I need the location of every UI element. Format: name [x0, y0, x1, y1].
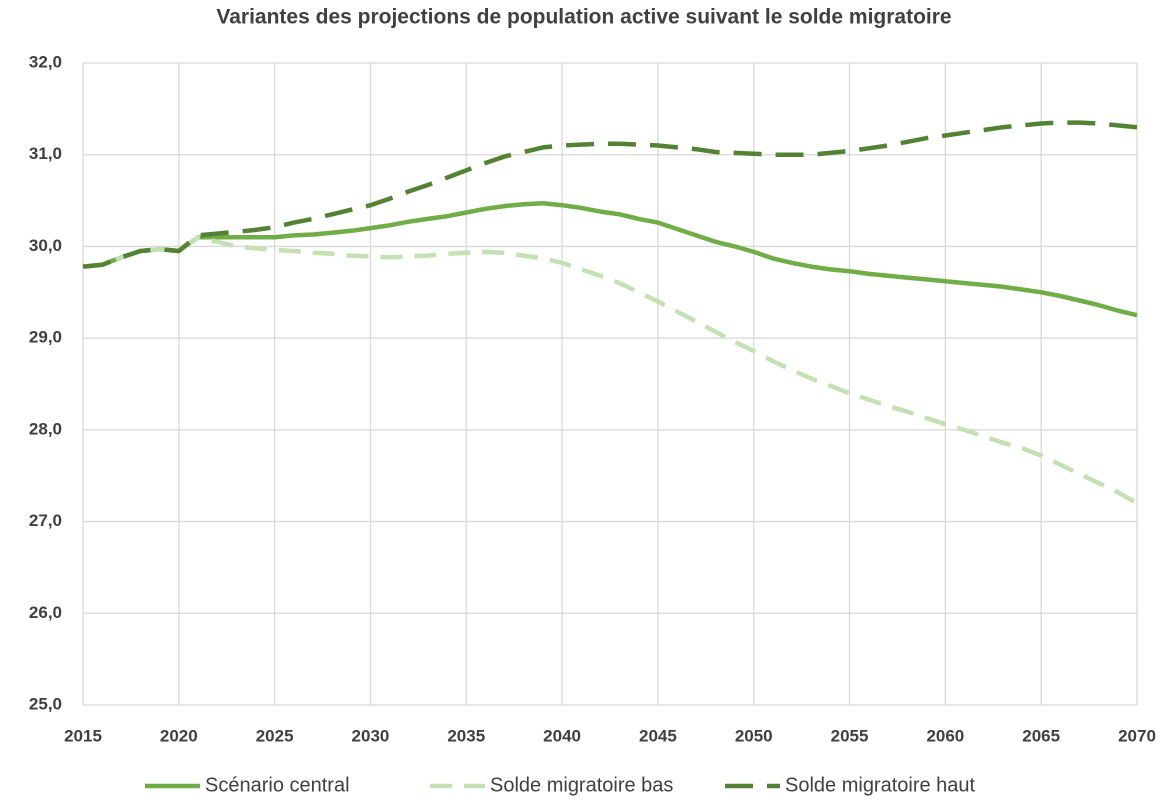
- legend-label: Scénario central: [205, 774, 350, 796]
- y-tick-label: 27,0: [29, 511, 62, 530]
- y-tick-label: 29,0: [29, 328, 62, 347]
- x-tick-label: 2060: [926, 726, 964, 745]
- y-tick-label: 30,0: [29, 236, 62, 255]
- x-tick-label: 2020: [160, 726, 198, 745]
- series-line: [82, 201, 1138, 318]
- x-tick-label: 2065: [1022, 726, 1060, 745]
- y-tick-label: 32,0: [29, 52, 62, 71]
- legend-label: Solde migratoire haut: [785, 774, 976, 796]
- x-tick-label: 2045: [639, 726, 677, 745]
- y-tick-label: 28,0: [29, 419, 62, 438]
- x-tick-label: 2025: [256, 726, 294, 745]
- x-tick-label: 2015: [64, 726, 102, 745]
- x-tick-label: 2040: [543, 726, 581, 745]
- x-tick-label: 2050: [735, 726, 773, 745]
- x-tick-label: 2030: [352, 726, 390, 745]
- y-tick-label: 31,0: [29, 144, 62, 163]
- x-tick-label: 2070: [1118, 726, 1156, 745]
- chart-title: Variantes des projections de population …: [216, 6, 951, 29]
- legend-label: Solde migratoire bas: [490, 774, 673, 796]
- y-tick-label: 26,0: [29, 603, 62, 622]
- series-line: [82, 120, 1138, 269]
- x-tick-label: 2035: [447, 726, 485, 745]
- y-tick-label: 25,0: [29, 694, 62, 713]
- series-line: [82, 235, 1139, 506]
- x-tick-label: 2055: [831, 726, 869, 745]
